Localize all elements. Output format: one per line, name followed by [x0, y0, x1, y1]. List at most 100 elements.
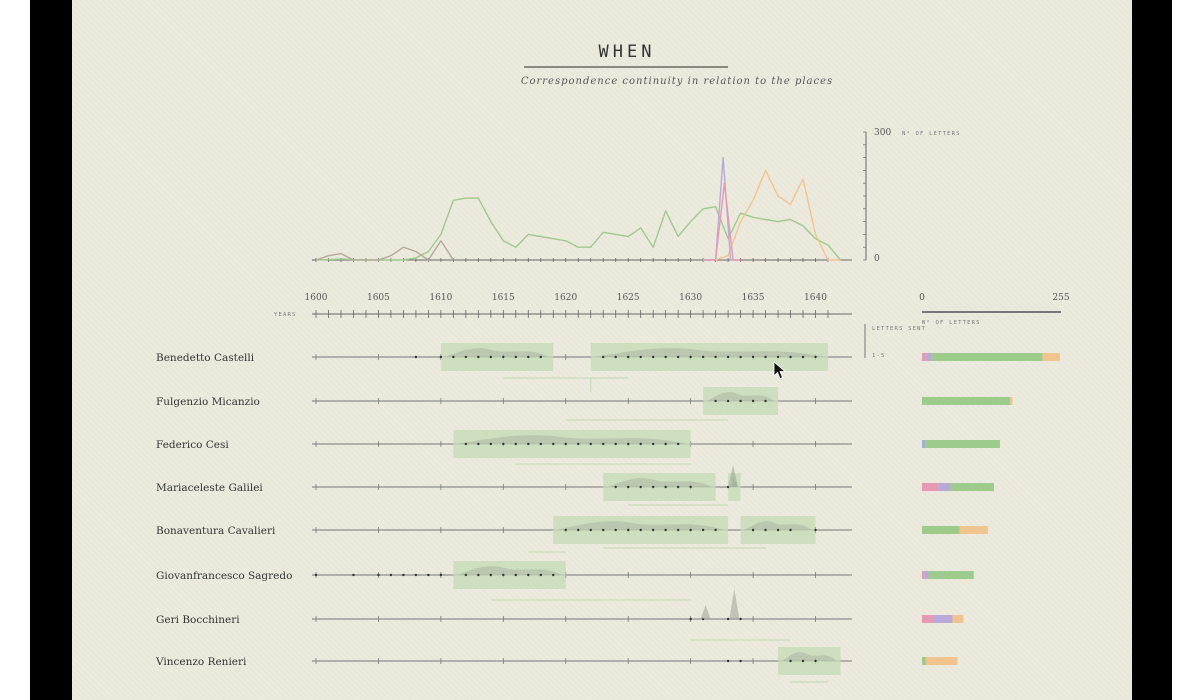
- legend-range: 1-5: [872, 353, 886, 359]
- letters-spike: [729, 589, 740, 619]
- page-title: WHEN: [598, 42, 656, 62]
- letter-sent-dot: [614, 442, 617, 446]
- person-name: Mariaceleste Galilei: [156, 482, 263, 494]
- letters-density-area: [557, 521, 725, 530]
- active-period-box: [453, 430, 691, 458]
- letter-sent-dot: [651, 442, 655, 446]
- letter-sent-dot: [726, 399, 730, 403]
- letter-sent-dot: [751, 355, 755, 359]
- letter-sent-dot: [464, 355, 468, 359]
- person-name: Geri Bocchineri: [156, 614, 240, 626]
- letter-sent-dot: [689, 528, 692, 532]
- person-name: Fulgenzio Micanzio: [156, 396, 260, 408]
- letter-sent-dot: [577, 528, 580, 532]
- letter-sent-dot: [527, 573, 530, 577]
- letter-sent-dot: [502, 573, 505, 577]
- bar-segment: [922, 657, 926, 665]
- letter-sent-dot: [477, 573, 480, 577]
- bar-segment: [922, 353, 927, 361]
- page-subtitle: Correspondence continuity in relation to…: [520, 76, 834, 87]
- letter-sent-dot: [602, 355, 605, 359]
- person-name: Federico Cesi: [156, 439, 229, 451]
- letters-density-area: [782, 652, 837, 661]
- person-name: Benedetto Castelli: [156, 352, 255, 364]
- letter-sent-dot: [639, 355, 642, 359]
- active-period-box: [453, 561, 566, 589]
- letter-sent-dot: [464, 442, 468, 446]
- x-tick-label: 1605: [367, 293, 390, 303]
- letter-sent-dot: [639, 442, 642, 446]
- letter-sent-dot: [776, 355, 780, 359]
- letters-density-area: [457, 566, 562, 575]
- bar-segment: [925, 657, 958, 665]
- bar-segment: [922, 615, 934, 623]
- letter-sent-dot: [527, 442, 530, 446]
- letter-sent-dot: [676, 442, 680, 446]
- legend-letters-sent: LETTERS SENT: [872, 326, 926, 332]
- letters-spike: [728, 465, 739, 487]
- bar-segment: [922, 526, 960, 534]
- letter-sent-dot: [789, 528, 792, 532]
- bar-segment: [928, 571, 974, 579]
- letter-sent-dot: [614, 528, 617, 532]
- letter-sent-dot: [589, 528, 592, 532]
- line-series-3: [703, 182, 741, 261]
- letter-sent-dot: [664, 485, 667, 489]
- letters-density-area: [744, 521, 812, 530]
- letter-sent-dot: [651, 485, 655, 489]
- x-tick-label: 1625: [617, 293, 640, 303]
- letter-sent-dot: [814, 355, 817, 359]
- x-tick-label: 1600: [305, 293, 328, 303]
- letter-sent-dot: [602, 528, 605, 532]
- letter-sent-dot: [514, 442, 518, 446]
- line-series-4: [315, 240, 454, 261]
- letter-sent-dot: [602, 442, 605, 446]
- letter-sent-dot: [739, 617, 742, 621]
- letters-density-area: [607, 478, 712, 487]
- letter-sent-dot: [514, 573, 518, 577]
- letters-spike: [700, 605, 711, 619]
- letter-sent-dot: [614, 485, 617, 489]
- bar-segment: [1042, 353, 1060, 361]
- bar-segment: [922, 483, 939, 491]
- letter-sent-dot: [489, 573, 493, 577]
- letter-sent-dot: [801, 659, 805, 663]
- letter-sent-dot: [626, 485, 630, 489]
- letter-sent-dot: [751, 528, 755, 532]
- letters-density-area: [707, 392, 775, 401]
- letter-sent-dot: [689, 485, 692, 489]
- bar-axis-title: N° OF LETTERS: [922, 320, 981, 326]
- letter-sent-dot: [552, 442, 555, 446]
- active-period-box: [778, 647, 841, 675]
- letter-sent-dot: [489, 355, 493, 359]
- x-tick-label: 1610: [429, 293, 452, 303]
- letter-sent-dot: [676, 355, 680, 359]
- letter-sent-dot: [314, 573, 318, 577]
- active-period-box: [440, 343, 554, 371]
- letter-sent-dot: [589, 442, 592, 446]
- letter-sent-dot: [552, 573, 555, 577]
- bar-segment: [952, 615, 964, 623]
- bar-axis-min-label: 0: [919, 293, 925, 303]
- letter-sent-dot: [776, 528, 780, 532]
- letter-sent-dot: [676, 485, 680, 489]
- letter-sent-dot: [464, 573, 468, 577]
- y-axis-max-label: 300: [874, 128, 891, 138]
- letters-density-area: [594, 348, 824, 357]
- letter-sent-dot: [764, 528, 767, 532]
- letter-sent-dot: [626, 528, 630, 532]
- letter-sent-dot: [527, 355, 530, 359]
- letter-sent-dot: [789, 355, 792, 359]
- letter-sent-dot: [801, 355, 805, 359]
- letter-sent-dot: [689, 355, 692, 359]
- letter-sent-dot: [502, 355, 505, 359]
- bar-segment: [924, 571, 929, 579]
- letter-sent-dot: [564, 528, 567, 532]
- letter-sent-dot: [639, 528, 642, 532]
- letter-sent-dot: [577, 442, 580, 446]
- letter-sent-dot: [402, 573, 405, 577]
- line-series-0: [315, 197, 842, 261]
- letter-sent-dot: [714, 528, 717, 532]
- letter-sent-dot: [539, 355, 542, 359]
- bar-segment: [950, 483, 994, 491]
